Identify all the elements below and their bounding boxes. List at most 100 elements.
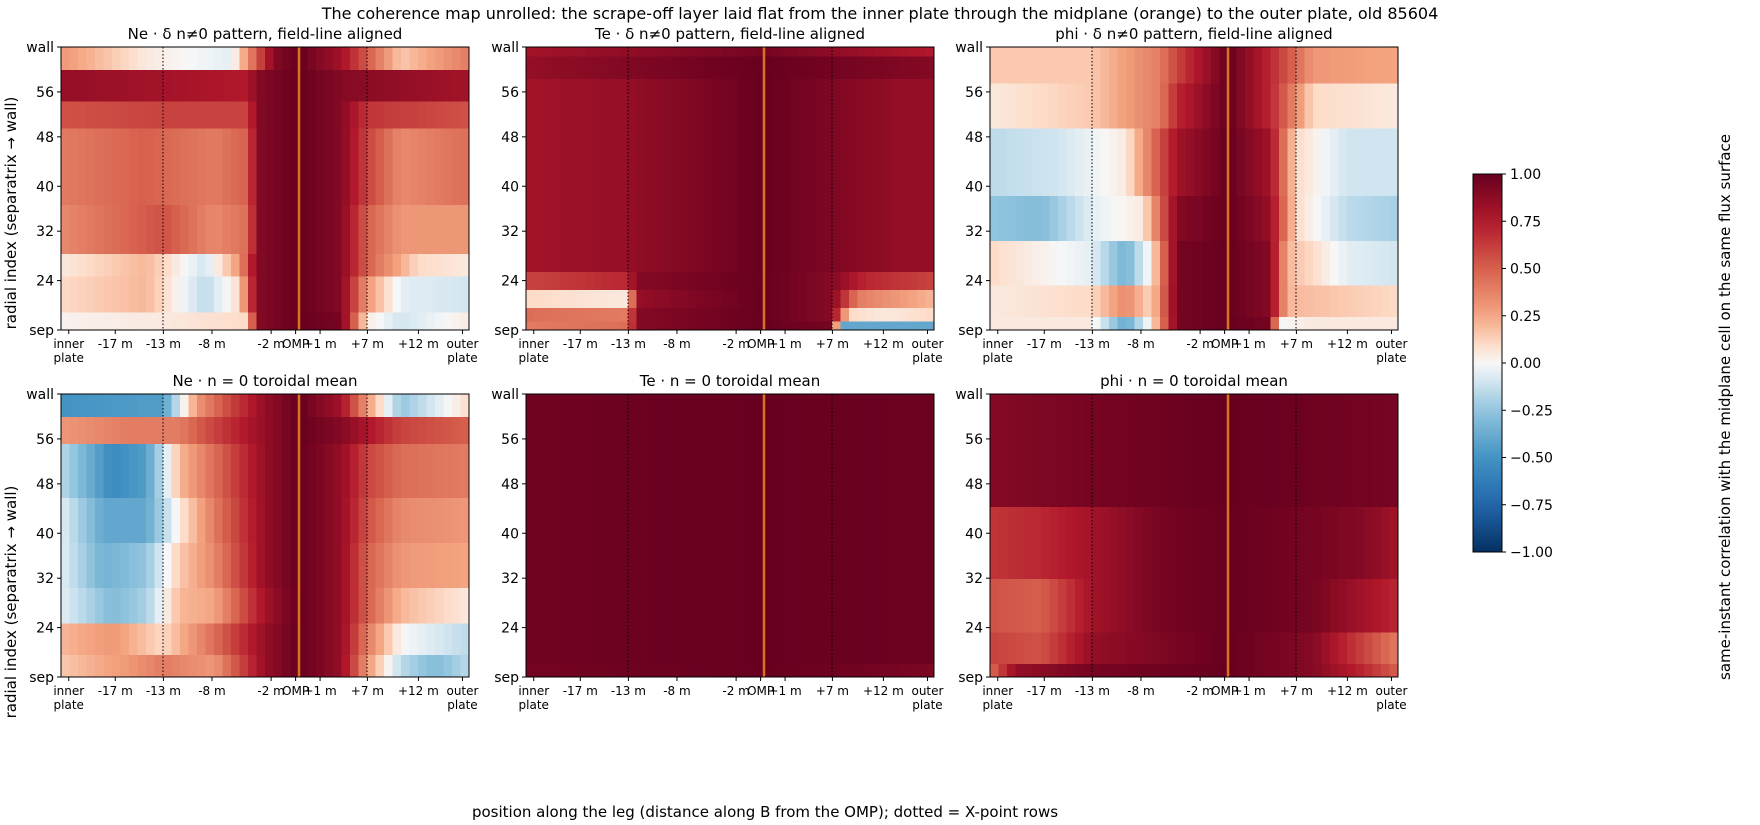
heatmap-cell (892, 290, 901, 295)
heatmap-cell (569, 231, 578, 236)
heatmap-cell (798, 168, 807, 173)
heatmap-cell (764, 191, 773, 196)
heatmap-cell (645, 155, 654, 160)
heatmap-cell (461, 114, 470, 119)
heatmap-cell (781, 317, 790, 322)
heatmap-cell (129, 74, 138, 79)
heatmap-cell (427, 236, 436, 241)
heatmap-cell (87, 204, 96, 209)
heatmap-cell (274, 60, 283, 65)
heatmap-cell (265, 119, 274, 124)
heatmap-cell (418, 231, 427, 236)
heatmap-cell (350, 200, 359, 205)
heatmap-cell (526, 290, 535, 295)
heatmap-cell (535, 321, 544, 326)
heatmap-cell (722, 218, 731, 223)
heatmap-cell (350, 321, 359, 326)
heatmap-cell (376, 132, 385, 137)
heatmap-cell (824, 168, 833, 173)
heatmap-cell (112, 285, 121, 290)
heatmap-cell (70, 74, 79, 79)
heatmap-cell (274, 119, 283, 124)
heatmap-cell (461, 308, 470, 313)
heatmap-cell (146, 146, 155, 151)
heatmap-cell (688, 308, 697, 313)
heatmap-cell (240, 114, 249, 119)
heatmap-cell (435, 168, 444, 173)
heatmap-cell (61, 105, 70, 110)
heatmap-cell (452, 245, 461, 250)
heatmap-cell (78, 87, 87, 92)
heatmap-cell (367, 128, 376, 133)
heatmap-cell (350, 294, 359, 299)
heatmap-cell (350, 47, 359, 52)
heatmap-cell (645, 236, 654, 241)
heatmap-cell (172, 276, 181, 281)
heatmap-cell (308, 150, 317, 155)
heatmap-cell (832, 267, 841, 272)
heatmap-cell (104, 168, 113, 173)
heatmap-cell (781, 168, 790, 173)
heatmap-cell (257, 308, 266, 313)
heatmap-cell (248, 83, 257, 88)
heatmap-cell (316, 132, 325, 137)
heatmap-cell (654, 258, 663, 263)
heatmap-cell (78, 209, 87, 214)
heatmap-cell (248, 105, 257, 110)
heatmap-cell (367, 182, 376, 187)
heatmap-cell (308, 159, 317, 164)
heatmap-cell (543, 321, 552, 326)
heatmap-cell (526, 245, 535, 250)
heatmap-cell (410, 276, 419, 281)
heatmap-cell (705, 312, 714, 317)
heatmap-cell (78, 60, 87, 65)
heatmap-cell (146, 141, 155, 146)
heatmap-cell (662, 218, 671, 223)
heatmap-cell (163, 65, 172, 70)
heatmap-cell (61, 317, 70, 322)
heatmap-cell (722, 276, 731, 281)
heatmap-cell (333, 119, 342, 124)
heatmap-cell (444, 182, 453, 187)
heatmap-cell (730, 155, 739, 160)
heatmap-cell (849, 272, 858, 277)
heatmap-cell (569, 146, 578, 151)
heatmap-cell (240, 83, 249, 88)
heatmap-cell (274, 92, 283, 97)
heatmap-cell (376, 182, 385, 187)
heatmap-cell (569, 245, 578, 250)
heatmap-cell (333, 218, 342, 223)
heatmap-cell (552, 182, 561, 187)
heatmap-cell (611, 209, 620, 214)
heatmap-cell (807, 182, 816, 187)
heatmap-cell (688, 200, 697, 205)
heatmap-cell (679, 155, 688, 160)
heatmap-cell (393, 209, 402, 214)
heatmap-cell (112, 56, 121, 61)
heatmap-cell (61, 204, 70, 209)
heatmap-cell (189, 303, 198, 308)
heatmap-cell (248, 177, 257, 182)
heatmap-cell (841, 168, 850, 173)
heatmap-cell (104, 69, 113, 74)
heatmap-cell (671, 240, 680, 245)
heatmap-cell (569, 299, 578, 304)
heatmap-cell (577, 294, 586, 299)
heatmap-cell (359, 240, 368, 245)
heatmap-cell (858, 182, 867, 187)
heatmap-cell (900, 204, 909, 209)
heatmap-cell (257, 96, 266, 101)
heatmap-cell (282, 78, 291, 83)
heatmap-cell (452, 105, 461, 110)
heatmap-cell (206, 276, 215, 281)
heatmap-cell (299, 60, 308, 65)
heatmap-cell (875, 236, 884, 241)
heatmap-cell (78, 272, 87, 277)
heatmap-cell (705, 213, 714, 218)
heatmap-cell (350, 150, 359, 155)
heatmap-cell (662, 186, 671, 191)
heatmap-cell (274, 65, 283, 70)
heatmap-cell (316, 321, 325, 326)
heatmap-cell (705, 276, 714, 281)
heatmap-cell (180, 128, 189, 133)
